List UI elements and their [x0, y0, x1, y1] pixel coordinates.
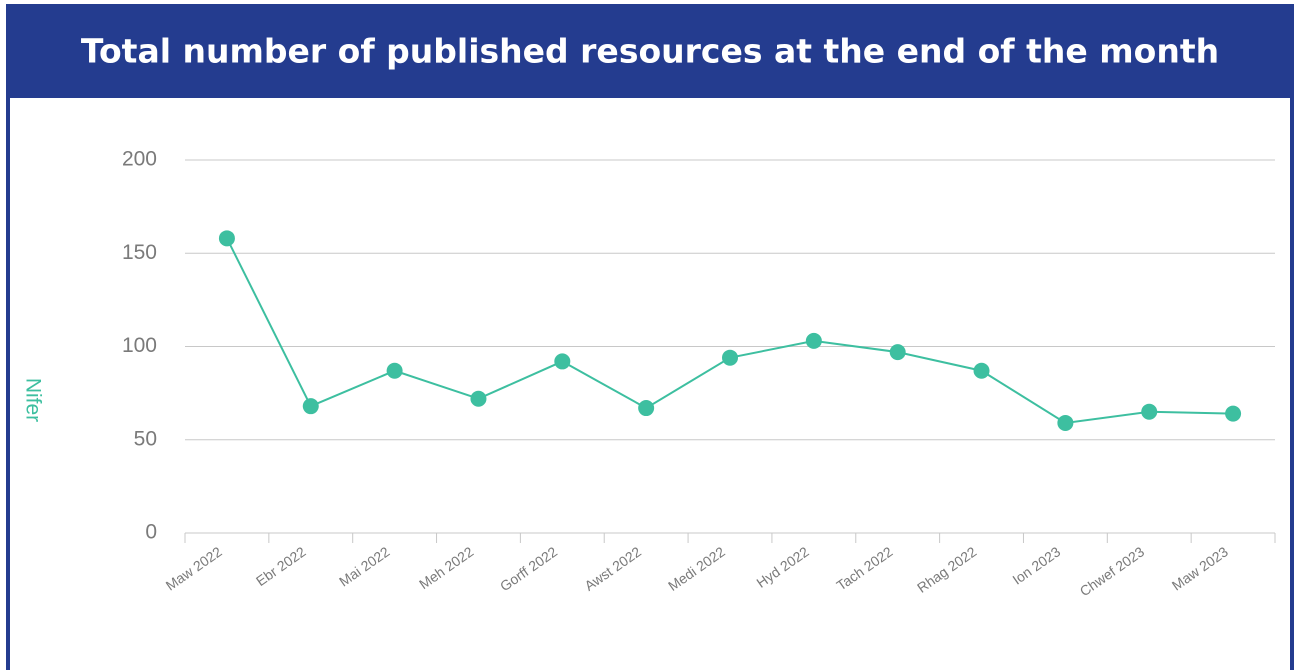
point [1141, 403, 1158, 420]
point [805, 332, 822, 349]
chart-title: Total number of published resources at t… [81, 32, 1219, 71]
frame [6, 4, 1294, 670]
point [973, 362, 990, 379]
point [470, 390, 487, 407]
point [554, 353, 571, 370]
point [889, 344, 906, 361]
header-band [8, 6, 1292, 98]
y-tick-label: 50 [134, 427, 157, 450]
y-tick-label: 100 [122, 334, 157, 357]
point [722, 349, 738, 366]
point [302, 398, 319, 415]
point [386, 362, 403, 379]
point [638, 400, 655, 417]
y-axis-title: Nifer [21, 378, 44, 422]
point [218, 230, 235, 247]
y-tick-label: 150 [122, 241, 157, 264]
y-tick-label: 0 [145, 521, 157, 544]
y-tick-label: 200 [122, 148, 157, 171]
point [1057, 414, 1074, 431]
point [1225, 405, 1242, 422]
